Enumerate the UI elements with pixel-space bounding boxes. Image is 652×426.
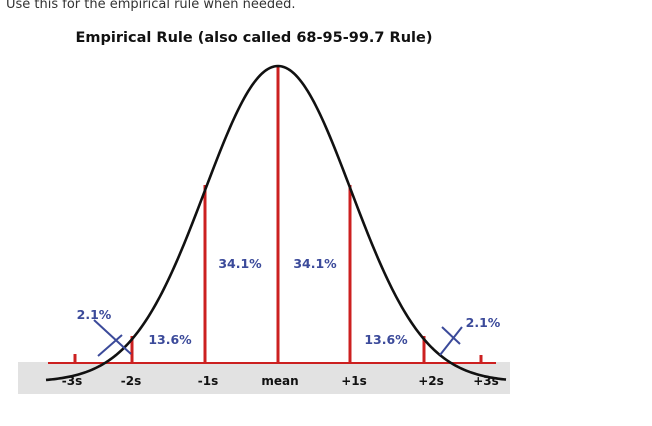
left-tail-pointer [93,319,132,355]
left-tail-pointer-cross [97,334,123,357]
bell-curve [45,64,507,382]
empirical-rule-figure: Empirical Rule (also called 68-95-99.7 R… [18,22,510,394]
tick-plus-2s: +2s [418,374,444,388]
label-left-tail: 2.1% [77,307,112,322]
right-tail-pointer [439,326,463,356]
label-right-tail: 2.1% [466,315,501,330]
label-left-center: 34.1% [218,256,262,271]
empirical-rule-diagram: Empirical Rule (also called 68-95-99.7 R… [18,30,510,394]
tick-mean: mean [261,374,298,388]
instruction-text: Use this for the empirical rule when nee… [6,0,296,12]
diagram-title: Empirical Rule (also called 68-95-99.7 R… [76,30,433,46]
tick-plus-3s: +3s [473,374,499,388]
tick-minus-1s: -1s [198,374,218,388]
label-right-center: 34.1% [293,256,337,271]
label-left-middle: 13.6% [148,332,192,347]
right-tail-pointer-cross [441,326,461,345]
tick-plus-1s: +1s [341,374,367,388]
label-right-middle: 13.6% [364,332,408,347]
axis-band [18,362,510,394]
tick-minus-2s: -2s [121,374,141,388]
tick-minus-3s: -3s [62,374,82,388]
